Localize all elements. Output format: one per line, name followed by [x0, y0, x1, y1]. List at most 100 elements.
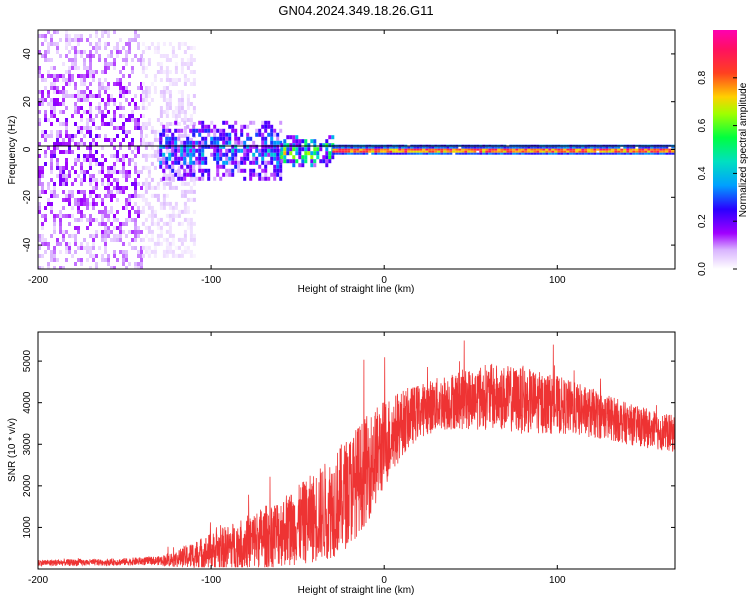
heatmap-cell: [89, 142, 92, 146]
heatmap-cell: [165, 70, 169, 74]
heatmap-cell: [98, 210, 101, 214]
heatmap-cell: [141, 253, 145, 258]
heatmap-cell: [249, 168, 253, 173]
heatmap-cell: [192, 122, 196, 126]
heatmap-cell: [216, 136, 220, 141]
heatmap-cell: [183, 50, 187, 54]
heatmap-cell: [74, 86, 77, 90]
heatmap-cell: [325, 163, 329, 168]
snr-y-tick-label: 2000: [22, 474, 33, 497]
heatmap-cell: [144, 201, 148, 206]
heatmap-cell: [125, 202, 128, 206]
heatmap-cell: [608, 146, 612, 149]
heatmap-cell: [74, 50, 77, 54]
heatmap-cell: [581, 146, 585, 149]
heatmap-cell: [56, 258, 59, 262]
heatmap-cell: [207, 176, 211, 181]
heatmap-cell: [80, 126, 83, 130]
heatmap-cell: [74, 198, 77, 202]
heatmap-cell: [377, 148, 381, 151]
heatmap-cell: [95, 266, 98, 269]
heatmap-cell: [134, 178, 137, 182]
heatmap-cell: [122, 114, 125, 118]
heatmap-cell: [192, 241, 196, 246]
heatmap-cell: [113, 146, 116, 150]
heatmap-cell: [353, 152, 357, 155]
heatmap-cell: [335, 148, 339, 151]
heatmap-cell: [89, 82, 92, 86]
heatmap-cell: [41, 222, 44, 226]
heatmap-x-ticks: -200 -100 0 100: [28, 30, 566, 286]
heatmap-cell: [134, 266, 137, 269]
heatmap-cell: [134, 226, 137, 230]
heatmap-cell: [338, 146, 342, 149]
heatmap-cell: [491, 152, 495, 155]
heatmap-cell: [240, 124, 244, 129]
heatmap-cell: [147, 102, 151, 106]
heatmap-cell: [243, 160, 247, 165]
heatmap-cell: [150, 237, 154, 242]
heatmap-cell: [180, 253, 184, 258]
heatmap-cell: [59, 214, 62, 218]
heatmap-cell: [428, 148, 432, 151]
heatmap-cell: [344, 148, 348, 151]
heatmap-cell: [147, 185, 151, 190]
heatmap-cell: [186, 217, 190, 222]
heatmap-cell: [165, 102, 169, 106]
heatmap-cell: [407, 152, 411, 155]
heatmap-cell: [638, 150, 642, 153]
heatmap-cell: [104, 226, 107, 230]
heatmap-cell: [240, 148, 244, 153]
heatmap-y-axis-title: Frequency (Hz): [7, 116, 18, 185]
heatmap-cell: [125, 218, 128, 222]
heatmap-cell: [101, 170, 104, 174]
heatmap-cell: [177, 46, 181, 50]
heatmap-cell: [458, 148, 462, 151]
heatmap-cell: [189, 144, 193, 149]
heatmap-cell: [527, 152, 531, 155]
heatmap-cell: [128, 194, 131, 198]
heatmap-cell: [62, 90, 65, 94]
heatmap-cell: [216, 160, 220, 165]
heatmap-cell: [56, 242, 59, 246]
heatmap-cell: [68, 70, 71, 74]
heatmap-cell: [44, 118, 47, 122]
heatmap-cell: [44, 218, 47, 222]
heatmap-cell: [572, 150, 576, 153]
heatmap-cell: [183, 62, 187, 66]
heatmap-cell: [125, 250, 128, 254]
heatmap-cell: [65, 166, 68, 170]
heatmap-cell: [467, 152, 471, 155]
heatmap-cell: [557, 150, 561, 153]
heatmap-cell: [452, 146, 456, 149]
heatmap-cell: [566, 150, 570, 153]
heatmap-cell: [131, 230, 134, 234]
heatmap-cell: [201, 160, 205, 165]
heatmap-cell: [210, 136, 214, 141]
heatmap-cell: [557, 146, 561, 149]
heatmap-cell: [59, 222, 62, 226]
heatmap-cell: [325, 143, 329, 148]
heatmap-cell: [180, 98, 184, 102]
heatmap-cell: [183, 233, 187, 238]
heatmap-cell: [656, 146, 660, 149]
heatmap-cell: [134, 54, 137, 58]
heatmap-cell: [104, 194, 107, 198]
heatmap-cell: [356, 150, 360, 153]
heatmap-cell: [50, 202, 53, 206]
heatmap-cell: [377, 150, 381, 153]
heatmap-cell: [289, 151, 293, 156]
heatmap-cell: [53, 82, 56, 86]
heatmap-cell: [159, 164, 163, 169]
heatmap-cell: [147, 153, 151, 158]
heatmap-cell: [171, 157, 175, 162]
heatmap-cell: [53, 266, 56, 269]
heatmap-cell: [246, 124, 250, 129]
heatmap-cell: [95, 182, 98, 186]
heatmap-cell: [533, 146, 537, 149]
heatmap-cell: [92, 234, 95, 238]
heatmap-cell: [86, 218, 89, 222]
heatmap-cell: [68, 42, 71, 46]
heatmap-cell: [89, 54, 92, 58]
heatmap-cell: [104, 174, 107, 178]
